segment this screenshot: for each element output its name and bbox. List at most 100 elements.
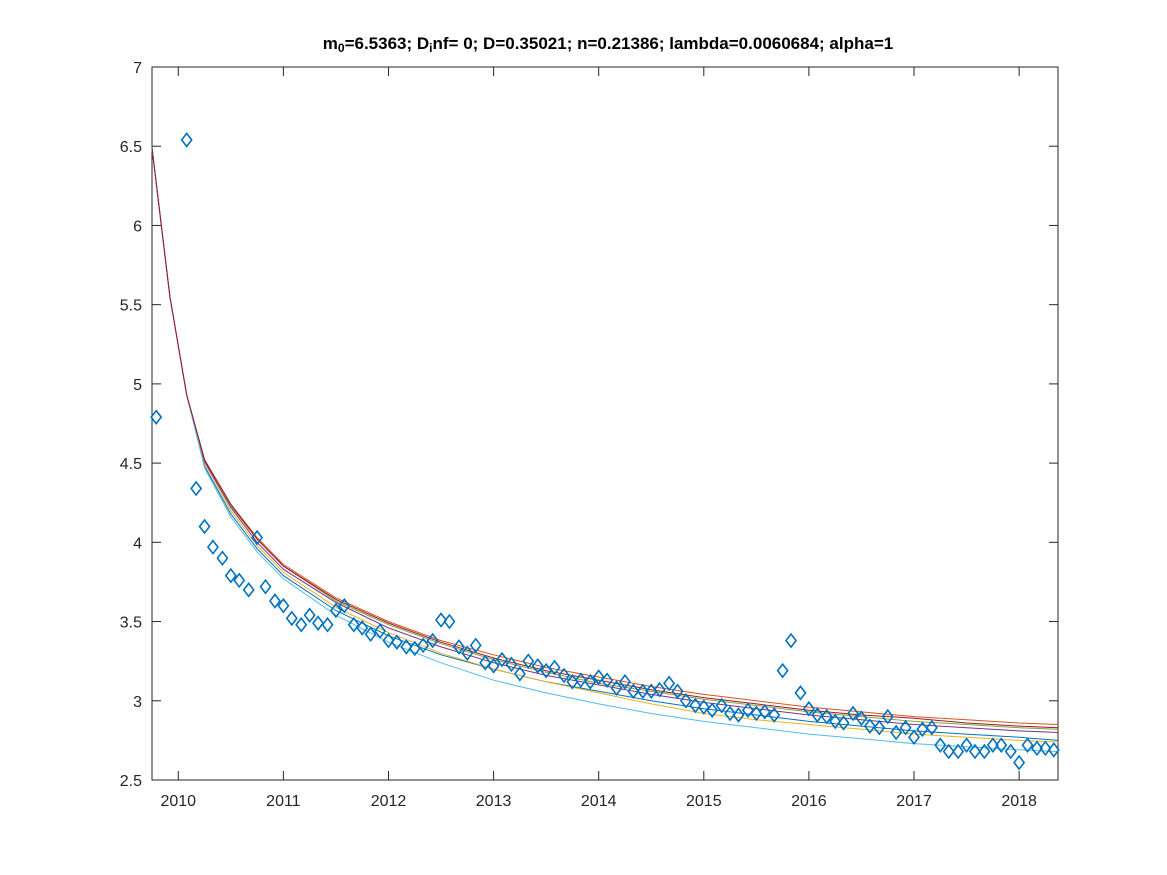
observed-point bbox=[461, 645, 474, 662]
observed-point bbox=[968, 743, 981, 760]
observed-point bbox=[574, 672, 587, 688]
observed-point bbox=[495, 651, 509, 668]
observed-point bbox=[268, 593, 281, 609]
y-tick-label: 7 bbox=[133, 60, 142, 77]
observed-point bbox=[679, 692, 692, 709]
observed-point bbox=[715, 697, 728, 714]
observed-point bbox=[873, 719, 886, 736]
observed-point bbox=[198, 518, 211, 535]
y-tick-label: 4 bbox=[133, 535, 142, 552]
observed-point bbox=[811, 707, 824, 723]
observed-point bbox=[321, 616, 334, 633]
observed-point bbox=[469, 637, 482, 654]
observed-point bbox=[382, 632, 395, 649]
title-part-1: 0 bbox=[338, 41, 345, 55]
observed-point bbox=[601, 672, 614, 688]
observed-point bbox=[663, 675, 676, 692]
observed-point bbox=[653, 681, 666, 698]
x-tick-label: 2010 bbox=[160, 793, 196, 810]
x-tick-label: 2011 bbox=[266, 793, 301, 810]
observed-point bbox=[1021, 737, 1034, 753]
observed-point bbox=[689, 697, 702, 714]
observed-point bbox=[802, 700, 815, 717]
observed-point bbox=[505, 656, 518, 673]
observed-point bbox=[435, 612, 448, 628]
observed-point bbox=[618, 673, 631, 690]
observed-point bbox=[890, 724, 903, 741]
observed-point bbox=[671, 683, 684, 700]
observed-point bbox=[479, 654, 492, 671]
observed-point bbox=[303, 607, 316, 624]
observed-point bbox=[706, 702, 719, 719]
y-tick-label: 5.5 bbox=[120, 298, 142, 315]
observed-point bbox=[794, 685, 807, 701]
observed-point bbox=[934, 737, 947, 753]
title-part-2: =6.5363; D bbox=[345, 34, 430, 53]
observed-point bbox=[952, 743, 965, 760]
chart-title: m0=6.5363; Dinf= 0; D=0.35021; n=0.21386… bbox=[323, 34, 893, 55]
observed-point bbox=[925, 719, 938, 736]
observed-point bbox=[592, 669, 605, 685]
plot-area bbox=[150, 66, 1060, 781]
observed-point bbox=[487, 658, 500, 674]
observed-point bbox=[916, 721, 929, 738]
y-tick-label: 3 bbox=[133, 694, 142, 711]
observed-point bbox=[995, 737, 1008, 753]
observed-point bbox=[233, 572, 246, 589]
observed-point bbox=[837, 715, 850, 731]
x-tick-label: 2014 bbox=[581, 793, 617, 810]
observed-point bbox=[364, 626, 377, 643]
observed-point bbox=[986, 737, 999, 753]
y-tick-label: 4.5 bbox=[120, 456, 142, 473]
observed-point bbox=[180, 132, 193, 148]
y-axis: 2.5 3 3.5 4 4.5 5 5.5 6 6.5 7 bbox=[120, 60, 1058, 790]
observed-point bbox=[776, 662, 789, 679]
marker-layer bbox=[150, 132, 1060, 771]
observed-point bbox=[907, 729, 921, 746]
observed-point bbox=[285, 610, 298, 627]
observed-point bbox=[820, 708, 833, 725]
x-tick-label: 2012 bbox=[371, 793, 407, 810]
observed-point bbox=[584, 673, 597, 690]
observed-point bbox=[863, 718, 876, 734]
observed-point bbox=[400, 639, 413, 655]
observed-point bbox=[960, 737, 973, 753]
x-tick-label: 2015 bbox=[686, 793, 722, 810]
x-tick-label: 2018 bbox=[1001, 793, 1037, 810]
observed-point bbox=[531, 658, 544, 674]
observed-point bbox=[785, 632, 798, 649]
title-part-3: i bbox=[429, 41, 432, 55]
observed-point bbox=[190, 480, 203, 497]
observed-point bbox=[338, 597, 351, 614]
observed-point bbox=[242, 582, 255, 598]
y-tick-label: 3.5 bbox=[120, 615, 142, 632]
observed-point bbox=[732, 707, 745, 723]
observed-point bbox=[758, 704, 771, 720]
observed-point bbox=[1004, 743, 1017, 760]
observed-point bbox=[426, 632, 439, 649]
observed-point bbox=[259, 578, 272, 595]
observed-point bbox=[443, 613, 456, 630]
observed-point bbox=[1030, 740, 1043, 757]
observed-point bbox=[899, 719, 912, 736]
title-part-4: nf= 0; D=0.35021; n=0.21386; lambda=0.00… bbox=[433, 34, 894, 53]
y-tick-label: 6 bbox=[133, 218, 142, 235]
observed-point bbox=[295, 616, 308, 633]
observed-point bbox=[347, 616, 360, 633]
observed-point bbox=[855, 710, 868, 727]
observed-point bbox=[847, 705, 860, 722]
x-tick-label: 2017 bbox=[896, 793, 932, 810]
observed-point bbox=[374, 623, 387, 639]
observed-point bbox=[312, 615, 325, 631]
x-axis: 2010 2011 2012 2013 2014 2015 2016 2017 2018 bbox=[160, 67, 1037, 810]
observed-point bbox=[452, 639, 465, 655]
x-tick-label: 2016 bbox=[791, 793, 827, 810]
observed-point bbox=[697, 699, 710, 715]
observed-point bbox=[390, 634, 403, 650]
observed-point bbox=[1047, 742, 1060, 758]
model-line-7 bbox=[151, 147, 1059, 729]
observed-point bbox=[724, 705, 737, 722]
model-line-3 bbox=[151, 147, 1059, 743]
title-part-0: m bbox=[323, 34, 338, 53]
